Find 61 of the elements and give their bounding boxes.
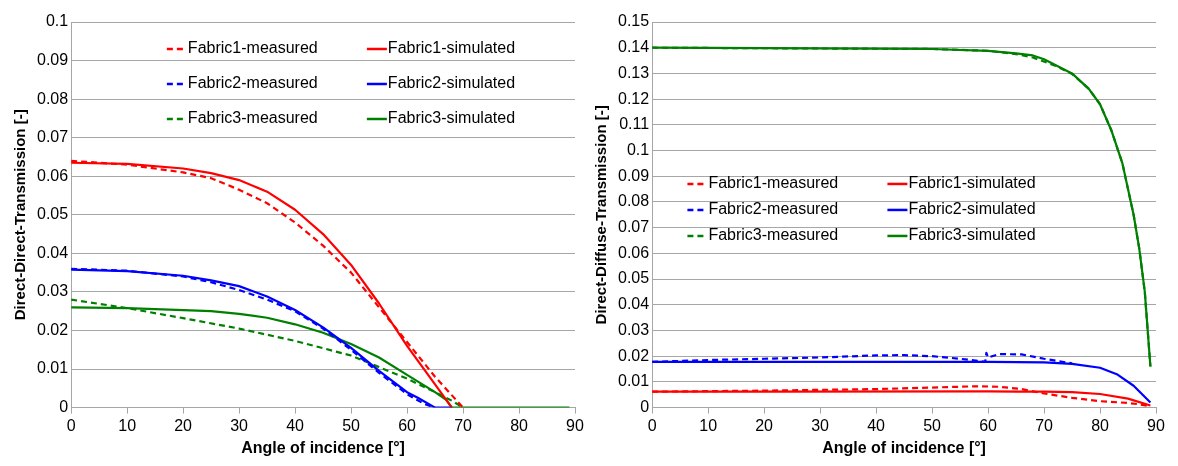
x-tick-label: 10 bbox=[699, 416, 718, 434]
y-tick-label: 0.07 bbox=[618, 218, 650, 236]
y-tick-label: 0.03 bbox=[618, 320, 650, 338]
y-tick-label: 0.06 bbox=[618, 243, 650, 261]
y-tick-label: 0.05 bbox=[37, 205, 69, 223]
y-tick-label: 0.02 bbox=[618, 346, 650, 364]
legend-label: Fabric3-simulated bbox=[908, 226, 1036, 244]
y-tick-label: 0.15 bbox=[618, 12, 650, 30]
y-tick-label: 0.04 bbox=[37, 243, 69, 261]
legend-label: Fabric3-measured bbox=[708, 226, 839, 244]
legend-label: Fabric2-measured bbox=[187, 74, 318, 92]
y-tick-label: 0.01 bbox=[618, 372, 650, 390]
y-tick-label: 0.05 bbox=[618, 269, 650, 287]
y-tick-label: 0.01 bbox=[37, 359, 69, 377]
legend-label: Fabric1-measured bbox=[187, 39, 318, 57]
legend-label: Fabric2-simulated bbox=[908, 200, 1036, 218]
x-tick-label: 70 bbox=[454, 416, 473, 434]
x-tick-label: 90 bbox=[566, 416, 584, 434]
y-tick-label: 0.11 bbox=[619, 115, 650, 133]
x-tick-label: 80 bbox=[510, 416, 529, 434]
y-tick-label: 0 bbox=[640, 398, 650, 416]
y-tick-label: 0.1 bbox=[626, 140, 650, 158]
legend-label: Fabric3-measured bbox=[187, 109, 318, 127]
x-tick-label: 50 bbox=[923, 416, 942, 434]
y-tick-label: 0.02 bbox=[37, 320, 69, 338]
y-tick-label: 0.1 bbox=[45, 12, 69, 30]
legend-label: Fabric2-simulated bbox=[387, 74, 516, 92]
y-tick-label: 0.09 bbox=[37, 50, 69, 68]
x-tick-label: 30 bbox=[230, 416, 249, 434]
y-tick-label: 0.08 bbox=[37, 89, 69, 107]
x-tick-label: 20 bbox=[755, 416, 774, 434]
legend-label: Fabric1-simulated bbox=[387, 39, 516, 57]
y-tick-label: 0 bbox=[59, 398, 69, 416]
legend-label: Fabric2-measured bbox=[708, 200, 839, 218]
y-tick-label: 0.07 bbox=[37, 128, 69, 146]
x-tick-label: 20 bbox=[174, 416, 193, 434]
x-tick-label: 60 bbox=[979, 416, 998, 434]
y-tick-label: 0.08 bbox=[618, 192, 650, 210]
x-tick-label: 40 bbox=[867, 416, 886, 434]
y-tick-label: 0.06 bbox=[37, 166, 69, 184]
x-tick-label: 50 bbox=[342, 416, 361, 434]
x-axis-title: Angle of incidence [°] bbox=[822, 438, 986, 456]
legend-label: Fabric3-simulated bbox=[387, 109, 516, 127]
legend-label: Fabric1-simulated bbox=[908, 174, 1036, 192]
x-tick-label: 60 bbox=[398, 416, 417, 434]
x-tick-label: 70 bbox=[1035, 416, 1054, 434]
y-tick-label: 0.04 bbox=[618, 295, 650, 313]
y-tick-label: 0.09 bbox=[618, 166, 650, 184]
y-tick-label: 0.14 bbox=[618, 38, 650, 56]
y-axis-title: Direct-Diffuse-Transmission [-] bbox=[592, 105, 610, 325]
y-tick-label: 0.12 bbox=[618, 89, 650, 107]
y-axis-title: Direct-Direct-Transmission [-] bbox=[11, 109, 29, 321]
y-tick-label: 0.13 bbox=[618, 63, 650, 81]
legend-label: Fabric1-measured bbox=[708, 174, 839, 192]
x-tick-label: 30 bbox=[811, 416, 830, 434]
x-tick-label: 40 bbox=[286, 416, 305, 434]
x-tick-label: 80 bbox=[1091, 416, 1110, 434]
y-tick-label: 0.03 bbox=[37, 282, 69, 300]
x-tick-label: 90 bbox=[1147, 416, 1165, 434]
x-axis-title: Angle of incidence [°] bbox=[241, 438, 405, 456]
x-tick-label: 10 bbox=[118, 416, 137, 434]
